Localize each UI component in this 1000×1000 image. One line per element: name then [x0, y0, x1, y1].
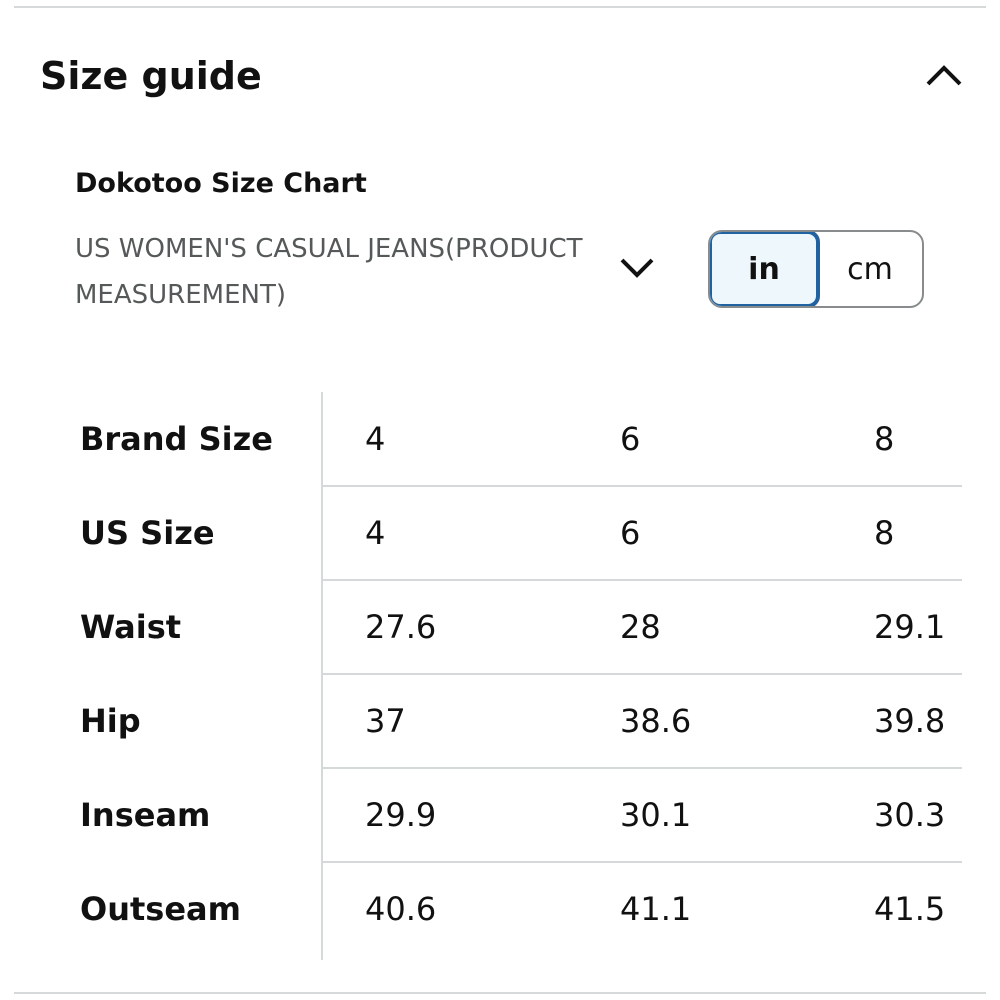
table-row: Waist 27.6 28 29.1	[0, 580, 1000, 675]
unit-option[interactable]: cm	[847, 251, 893, 287]
column-divider	[321, 392, 323, 960]
cell-value: 29.9	[365, 796, 437, 834]
cell-value: 39.8	[874, 702, 946, 740]
cell-value: 30.1	[620, 796, 692, 834]
row-divider	[322, 579, 962, 581]
category-select[interactable]: US WOMEN'S CASUAL JEANS(PRODUCT MEASUREM…	[75, 234, 583, 310]
row-divider	[322, 767, 962, 769]
cell-value: 30.3	[874, 796, 946, 834]
cell-value: 8	[874, 514, 895, 552]
table-row: Inseam 29.9 30.1 30.3	[0, 768, 1000, 863]
row-label: Brand Size	[80, 420, 273, 458]
divider	[14, 6, 986, 8]
cell-value: 40.6	[365, 890, 437, 928]
cell-value: 6	[620, 514, 641, 552]
cell-value: 8	[874, 420, 895, 458]
divider	[14, 992, 986, 994]
chart-brand: Dokotoo Size Chart	[75, 168, 367, 199]
cell-value: 6	[620, 420, 641, 458]
cell-value: 29.1	[874, 608, 946, 646]
cell-value: 41.1	[620, 890, 692, 928]
cell-value: 38.6	[620, 702, 692, 740]
row-label: Inseam	[80, 796, 211, 834]
cell-value: 41.5	[874, 890, 946, 928]
unit-toggle: in cm	[708, 230, 924, 308]
table-row: US Size 4 6 8	[0, 486, 1000, 581]
row-label: Outseam	[80, 890, 241, 928]
unit-option[interactable]: in	[710, 232, 820, 306]
section-title: Size guide	[40, 54, 262, 98]
table-row: Hip 37 38.6 39.8	[0, 674, 1000, 769]
row-label: Hip	[80, 702, 141, 740]
row-divider	[322, 673, 962, 675]
dropdown-chevron[interactable]	[616, 252, 658, 282]
collapse-chevron[interactable]	[922, 60, 966, 90]
row-divider	[322, 485, 962, 487]
row-label: Waist	[80, 608, 182, 646]
row-divider	[322, 861, 962, 863]
cell-value: 4	[365, 514, 386, 552]
cell-value: 27.6	[365, 608, 437, 646]
row-label: US Size	[80, 514, 215, 552]
cell-value: 4	[365, 420, 386, 458]
cell-value: 28	[620, 608, 661, 646]
cell-value: 37	[365, 702, 406, 740]
table-row: Brand Size 4 6 8	[0, 392, 1000, 487]
table-row: Outseam 40.6 41.1 41.5	[0, 862, 1000, 956]
